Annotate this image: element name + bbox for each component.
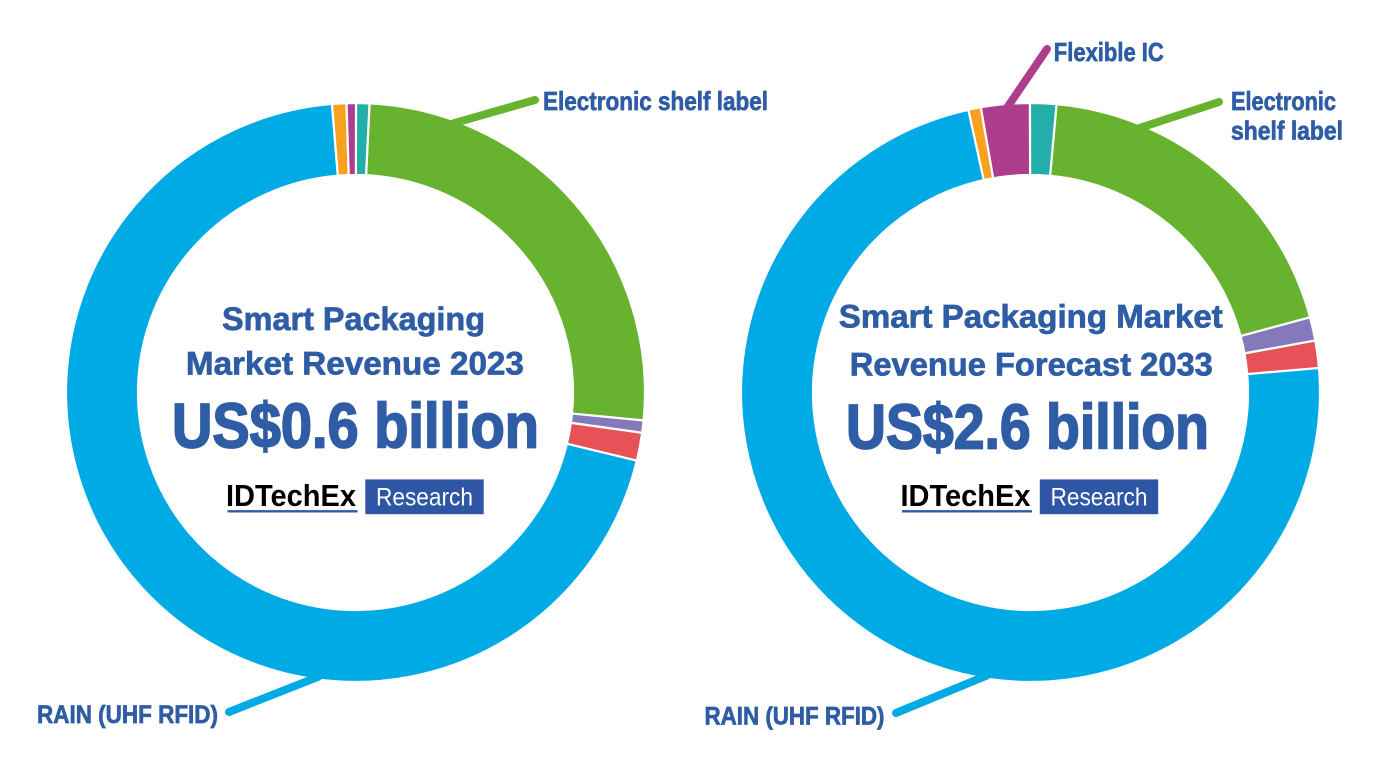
svg-text:shelf label: shelf label bbox=[1231, 116, 1343, 146]
svg-text:Market Revenue 2023: Market Revenue 2023 bbox=[186, 346, 524, 382]
svg-text:Electronic: Electronic bbox=[1231, 86, 1336, 116]
svg-text:Research: Research bbox=[1051, 484, 1148, 512]
svg-text:Electronic shelf label: Electronic shelf label bbox=[543, 86, 768, 116]
svg-text:Research: Research bbox=[376, 484, 473, 512]
svg-text:Smart Packaging: Smart Packaging bbox=[222, 301, 485, 337]
svg-text:IDTechEx: IDTechEx bbox=[226, 478, 357, 513]
svg-text:RAIN (UHF RFID): RAIN (UHF RFID) bbox=[37, 701, 218, 729]
svg-text:IDTechEx: IDTechEx bbox=[901, 478, 1032, 513]
svg-text:Flexible IC: Flexible IC bbox=[1054, 37, 1164, 67]
svg-text:Revenue Forecast 2033: Revenue Forecast 2033 bbox=[850, 347, 1213, 383]
svg-text:RAIN (UHF RFID): RAIN (UHF RFID) bbox=[705, 703, 885, 731]
svg-text:US$0.6 billion: US$0.6 billion bbox=[172, 392, 539, 462]
svg-text:US$2.6 billion: US$2.6 billion bbox=[846, 392, 1209, 462]
svg-text:Smart Packaging Market: Smart Packaging Market bbox=[839, 298, 1223, 334]
